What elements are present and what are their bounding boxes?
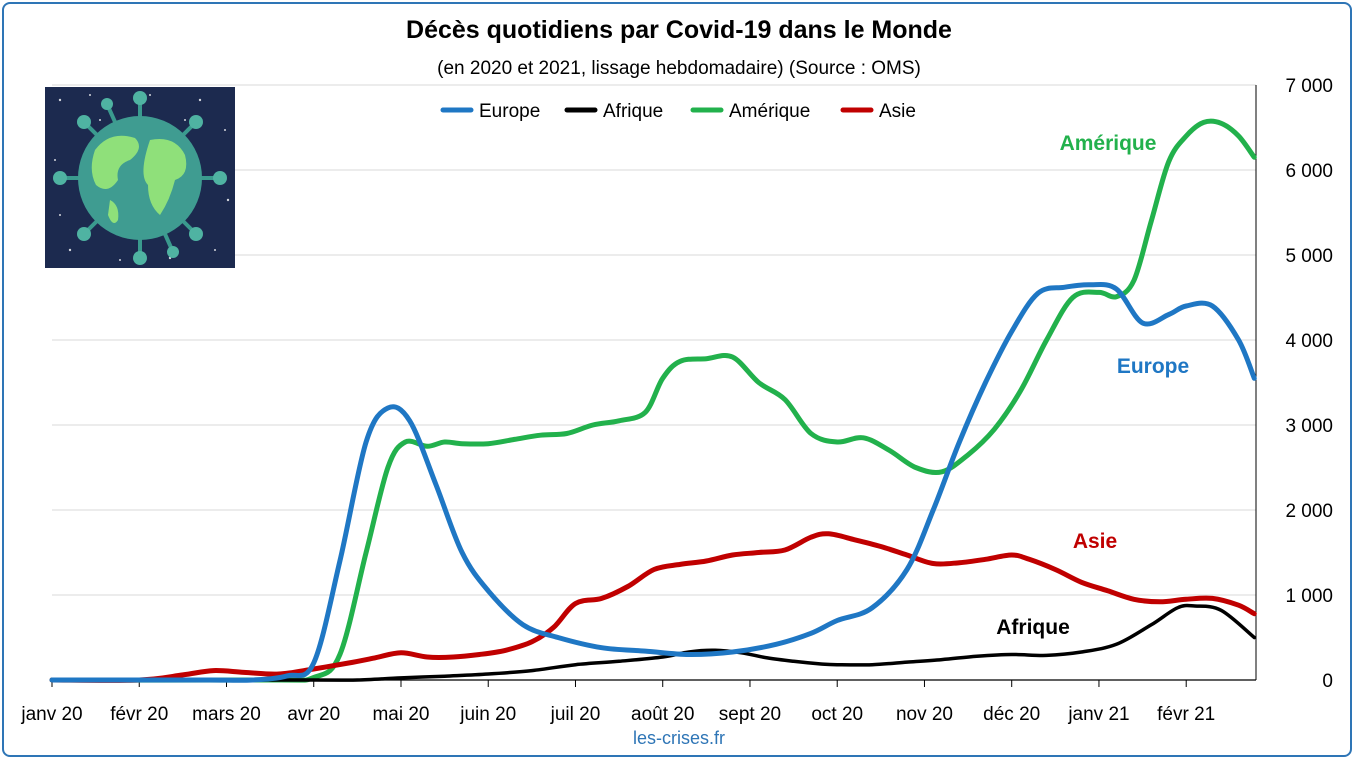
series-lines	[49, 118, 1257, 683]
x-tick-label: mai 20	[372, 704, 429, 725]
series-labels: Europe Afrique Amérique Asie	[996, 132, 1189, 639]
series-line-europe	[49, 282, 1257, 683]
series-label-amérique: Amérique	[1060, 132, 1157, 155]
x-tick-label: févr 21	[1157, 704, 1215, 725]
legend-entry: Afrique	[603, 101, 663, 122]
globe-virus-picture-icon	[45, 87, 235, 268]
legend-entry: Amérique	[729, 101, 810, 122]
series-line-afrique	[50, 603, 1257, 682]
y-tick-label: 6 000	[1285, 161, 1333, 182]
x-tick-label: août 20	[631, 704, 694, 725]
y-tick-label: 4 000	[1285, 331, 1333, 352]
y-tick-label: 0	[1322, 671, 1333, 692]
y-tick-label: 2 000	[1285, 501, 1333, 522]
x-tick-label: mars 20	[192, 704, 261, 725]
x-tick-label: juin 20	[459, 704, 516, 725]
x-tick-label: avr 20	[287, 704, 340, 725]
y-axis: 0 1 000 2 000 3 000 4 000 5 000 6 000 7 000	[1255, 76, 1333, 692]
x-tick-label: oct 20	[811, 704, 863, 725]
x-tick-label: déc 20	[983, 704, 1040, 725]
gridlines	[52, 84, 1256, 681]
series-label-europe: Europe	[1117, 355, 1189, 378]
chart-title: Décès quotidiens par Covid-19 dans le Mo…	[406, 16, 952, 44]
series-line-asie	[49, 531, 1257, 683]
y-tick-label: 1 000	[1285, 586, 1333, 607]
x-tick-label: juil 20	[550, 704, 601, 725]
x-tick-label: nov 20	[896, 704, 953, 725]
y-tick-label: 3 000	[1285, 416, 1333, 437]
y-tick-label: 7 000	[1285, 76, 1333, 97]
x-tick-label: janv 21	[1067, 704, 1129, 725]
x-tick-label: févr 20	[110, 704, 168, 725]
x-tick-label: janv 20	[20, 704, 82, 725]
x-tick-label: sept 20	[719, 704, 781, 725]
chart-subtitle: (en 2020 et 2021, lissage hebdomadaire) …	[437, 58, 921, 79]
x-axis: janv 20 févr 20 mars 20 avr 20 mai 20 juin 20…	[20, 680, 1215, 725]
y-tick-label: 5 000	[1285, 246, 1333, 267]
legend-entry: Europe	[479, 101, 540, 122]
source-credit: les-crises.fr	[632, 728, 725, 748]
legend-entry: Asie	[879, 101, 916, 122]
series-label-afrique: Afrique	[996, 616, 1070, 639]
series-label-asie: Asie	[1073, 530, 1117, 553]
legend: Europe Afrique Amérique Asie	[440, 101, 916, 122]
series-line-amérique	[49, 118, 1257, 683]
